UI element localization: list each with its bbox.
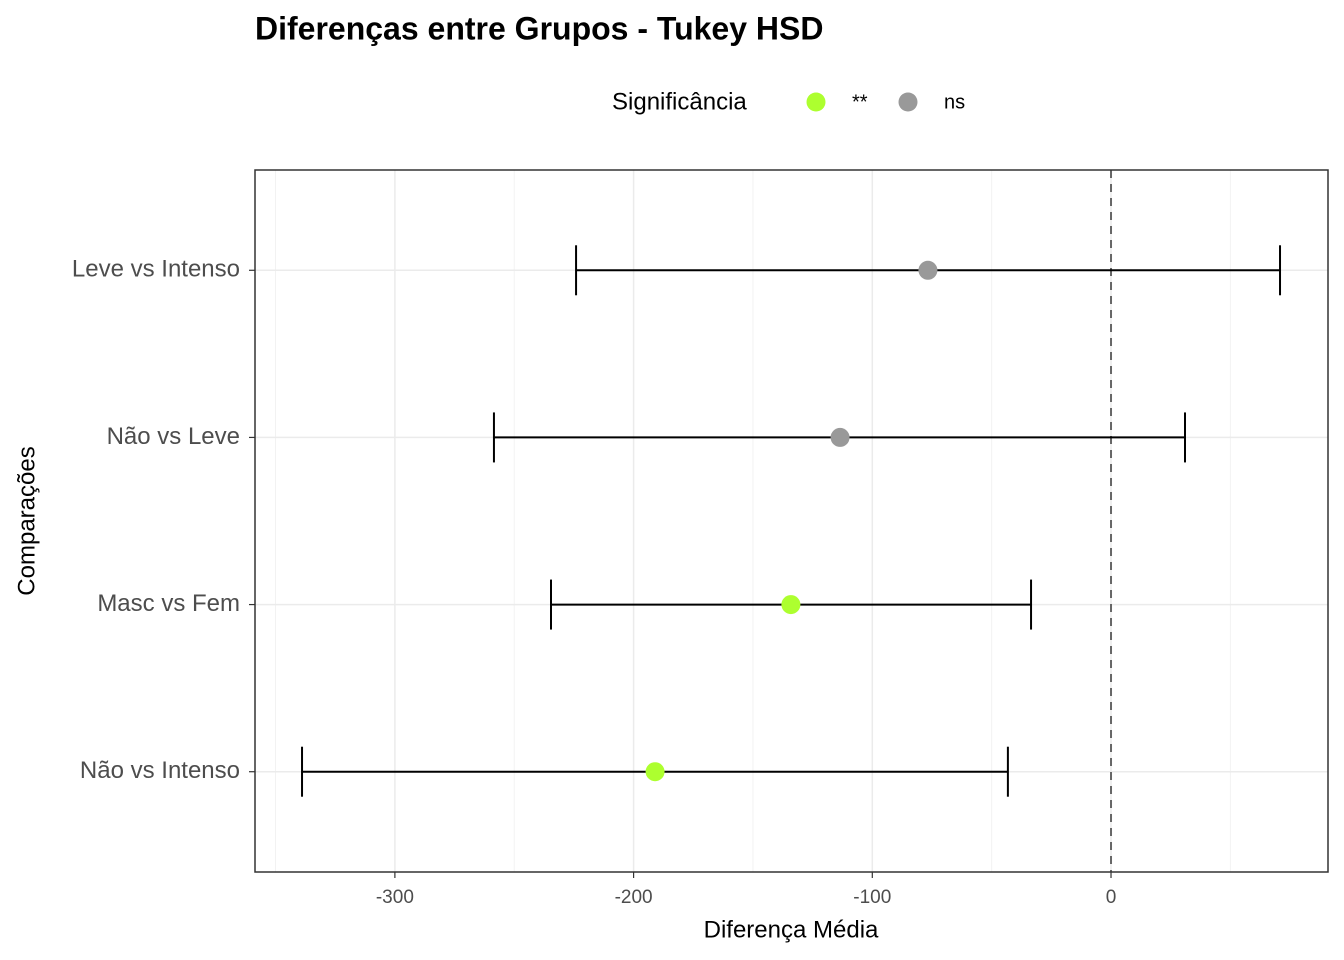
x-tick-label: 0 <box>1106 887 1117 908</box>
y-tick-label: Não vs Leve <box>107 423 240 450</box>
legend-label: ns <box>944 91 965 113</box>
y-tick-label: Leve vs Intenso <box>72 256 240 283</box>
x-tick-label: -200 <box>615 887 653 908</box>
legend-label: ** <box>852 91 868 113</box>
x-tick-label: -300 <box>376 887 414 908</box>
point <box>781 595 801 615</box>
panel-border <box>254 169 1329 873</box>
y-tick-label: Masc vs Fem <box>97 590 240 617</box>
legend-swatch <box>898 92 918 112</box>
point <box>830 427 850 447</box>
y-tick-label: Não vs Intenso <box>80 757 240 784</box>
legend-swatch <box>806 92 826 112</box>
legend-title: Significância <box>612 88 747 115</box>
point <box>918 260 938 280</box>
x-axis-title: Diferença Média <box>704 916 879 943</box>
point <box>645 762 665 782</box>
x-tick-label: -100 <box>853 887 891 908</box>
y-axis-title: Comparações <box>13 446 40 595</box>
chart-title: Diferenças entre Grupos - Tukey HSD <box>255 10 823 46</box>
